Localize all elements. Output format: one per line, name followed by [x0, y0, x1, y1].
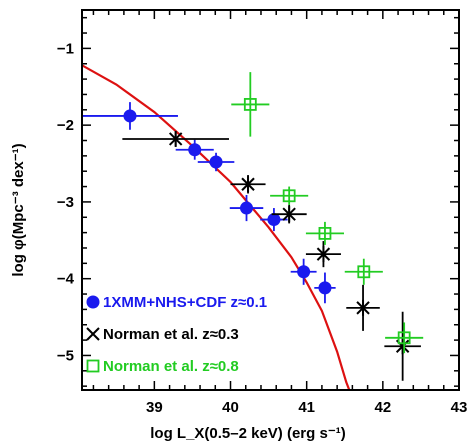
legend: 1XMM+NHS+CDF z≈0.1 Norman et al. z≈0.3 Nor… [86, 294, 267, 375]
legend-marker-x [86, 327, 100, 341]
data-series-layer [82, 72, 424, 381]
series-circle [82, 102, 336, 304]
y-tick-label: −1 [57, 40, 74, 57]
data-point [297, 265, 311, 279]
data-point [123, 109, 137, 123]
model-curve [82, 64, 351, 390]
legend-item: Norman et al. z≈0.3 [86, 326, 239, 343]
y-axis-label: log φ(Mpc⁻³ dex⁻¹) [10, 143, 27, 276]
data-point [209, 155, 223, 169]
x-tick-label: 41 [298, 399, 315, 416]
x-tick-label: 39 [146, 399, 163, 416]
data-point [397, 331, 411, 345]
legend-item: Norman et al. z≈0.8 [86, 358, 239, 375]
x-tick-label: 40 [222, 399, 239, 416]
data-point [357, 265, 371, 279]
plot-frame [81, 9, 460, 391]
data-point [318, 226, 332, 240]
series-x [122, 130, 421, 381]
model-curve-layer [82, 64, 351, 390]
legend-marker-circle [86, 295, 100, 309]
legend-item: 1XMM+NHS+CDF z≈0.1 [86, 294, 267, 311]
legend-marker-square [86, 359, 100, 373]
data-point [240, 201, 254, 215]
data-point [318, 281, 332, 295]
axes-layer [81, 9, 460, 391]
y-tick-label: −4 [57, 271, 75, 288]
data-point [243, 98, 257, 111]
x-axis-label: log L_X(0.5–2 keV) (erg s⁻¹) [150, 425, 345, 442]
series-square [231, 72, 424, 354]
legend-label: 1XMM+NHS+CDF z≈0.1 [103, 294, 267, 311]
data-point [188, 143, 202, 157]
x-tick-label: 42 [374, 399, 391, 416]
x-marker-stroke [86, 327, 100, 341]
data-point [282, 189, 296, 203]
x-tick-label: 43 [451, 399, 468, 416]
data-point [267, 213, 281, 227]
y-tick-label: −2 [57, 117, 74, 134]
y-tick-label: −5 [57, 347, 74, 364]
tick-label-layer: 39 40 41 42 43 −1 −2 −3 −4 −5 [57, 40, 467, 416]
y-tick-label: −3 [57, 194, 74, 211]
legend-label: Norman et al. z≈0.3 [103, 326, 239, 343]
legend-label: Norman et al. z≈0.8 [103, 358, 239, 375]
